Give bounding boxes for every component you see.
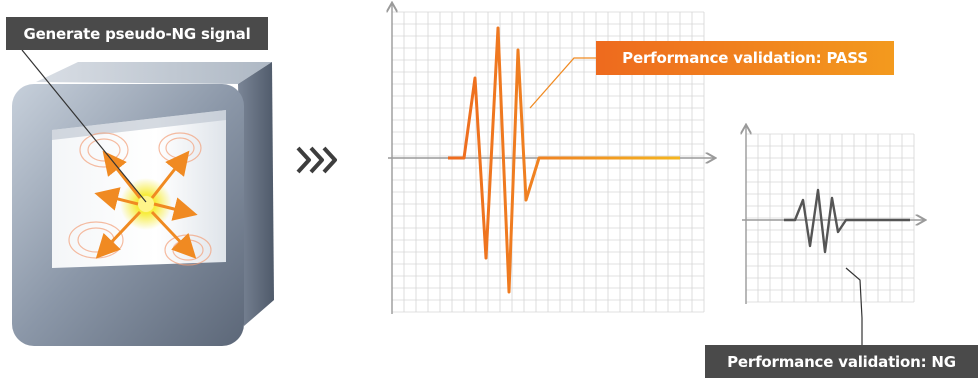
pass-waveform-chart [388, 4, 714, 314]
ng-callout-line [845, 267, 863, 346]
generate-pointer-line [21, 49, 147, 203]
waveform-line [784, 188, 910, 254]
ng-waveform-chart [742, 126, 924, 304]
ng-result-label: Performance validation: NG [705, 345, 978, 378]
generate-signal-label: Generate pseudo-NG signal [6, 17, 268, 50]
metal-detector-illustration [12, 62, 274, 346]
triple-chevron-right-icon [296, 146, 337, 174]
signal-burst-arrows [94, 150, 198, 259]
pass-callout-line [529, 57, 596, 109]
chart-grid [745, 133, 915, 303]
waveform-line [448, 26, 680, 294]
chart-grid [391, 11, 705, 313]
pass-result-label: Performance validation: PASS [596, 41, 894, 75]
